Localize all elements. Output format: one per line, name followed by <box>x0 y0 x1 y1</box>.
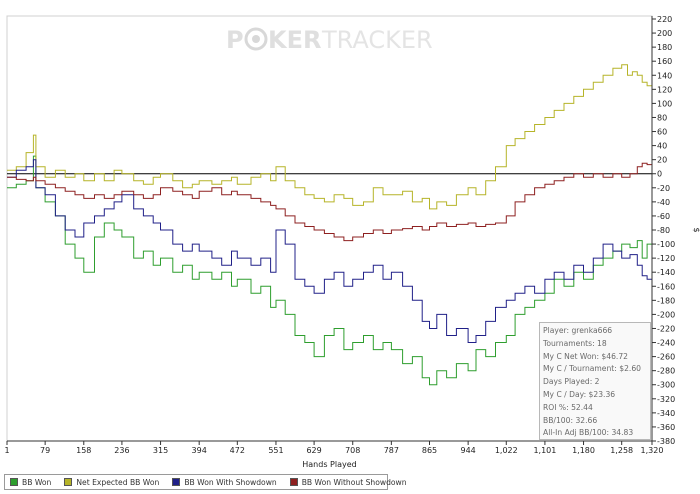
y-tick-label: -200 <box>657 310 675 319</box>
y-tick-label: 60 <box>657 128 667 137</box>
y-tick-label: -360 <box>657 423 675 432</box>
x-tick-label: 315 <box>153 446 168 455</box>
y-tick-label: 220 <box>657 15 672 24</box>
y-tick-label: -40 <box>657 198 670 207</box>
x-tick-label: 158 <box>76 446 91 455</box>
x-tick-label: 787 <box>384 446 399 455</box>
x-tick-label: 1 <box>4 446 9 455</box>
legend-swatch <box>172 478 181 486</box>
y-tick-label: 0 <box>657 170 662 179</box>
y-tick-label: -140 <box>657 268 675 277</box>
y-tick-label: 180 <box>657 43 672 52</box>
x-tick-label: 394 <box>192 446 207 455</box>
x-tick-label: 944 <box>460 446 475 455</box>
x-tick-label: 629 <box>306 446 321 455</box>
series-line-bb-won-with-showdown <box>7 159 653 343</box>
legend-swatch <box>10 478 18 486</box>
axis-layer: 220200180160140120100806040200-20-40-60-… <box>4 15 700 469</box>
stat-per-tournament: My C / Tournament: $2.60 <box>543 364 641 374</box>
y-tick-label: -60 <box>657 212 670 221</box>
x-tick-label: 1,258 <box>610 446 633 455</box>
legend-label: BB Won With Showdown <box>184 477 277 487</box>
x-tick-label: 551 <box>268 446 283 455</box>
y-tick-label: 40 <box>657 142 667 151</box>
y-tick-label: -20 <box>657 184 670 193</box>
poker-results-chart: P KER TRACKER 22020018016014012010080604… <box>4 15 700 469</box>
x-tick-label: 472 <box>230 446 245 455</box>
legend-item-net-expected-bb-won[interactable]: Net Expected BB Won <box>64 478 159 487</box>
legend-label: Net Expected BB Won <box>76 477 160 487</box>
legend-item-bb-won-with-showdown[interactable]: BB Won With Showdown <box>172 477 277 487</box>
y-tick-label: -120 <box>657 254 675 263</box>
stat-days-played: Days Played: 2 <box>543 377 600 387</box>
series-line-net-expected-bb-won <box>7 64 653 210</box>
legend-swatch <box>64 478 73 486</box>
poker-chip-icon <box>244 27 268 51</box>
y-tick-label: 160 <box>657 57 672 66</box>
x-tick-label: 1,101 <box>533 446 556 455</box>
y-tick-label: -320 <box>657 395 675 404</box>
legend-swatch <box>289 478 298 486</box>
y-axis-title: $ <box>692 227 700 232</box>
chart-legend: BB Won Net Expected BB Won BB Won With S… <box>4 474 407 490</box>
x-tick-label: 1,180 <box>572 446 595 455</box>
y-tick-label: -80 <box>657 226 670 235</box>
y-tick-label: -100 <box>657 240 675 249</box>
y-tick-label: 20 <box>657 156 667 165</box>
stat-player: Player: grenka666 <box>543 326 613 335</box>
x-tick-label: 1,022 <box>495 446 518 455</box>
series-line-bb-won-without-showdown <box>7 162 653 242</box>
watermark-text-ker: KER <box>268 26 321 54</box>
y-tick-label: -380 <box>657 437 675 446</box>
x-tick-label: 1,320 <box>641 446 664 455</box>
x-tick-label: 865 <box>422 446 437 455</box>
watermark-text-p: P <box>226 26 244 54</box>
stat-per-day: My C / Day: $23.36 <box>543 389 616 399</box>
stat-bb-100: BB/100: 32.66 <box>543 415 598 425</box>
stat-net-won: My C Net Won: $46.72 <box>543 351 628 361</box>
series-layer <box>7 64 653 386</box>
y-tick-label: 140 <box>657 71 672 80</box>
watermark-text-tracker: TRACKER <box>321 26 433 54</box>
stat-roi: ROI %: 52.44 <box>543 402 593 412</box>
legend-item-bb-won-without-showdown[interactable]: BB Won Without Showdown <box>289 477 407 487</box>
y-tick-label: -280 <box>657 367 675 376</box>
legend-label: BB Won <box>22 477 52 487</box>
y-tick-label: -180 <box>657 296 675 305</box>
legend-label: BB Won Without Showdown <box>301 477 407 487</box>
y-tick-label: -260 <box>657 353 675 362</box>
series-line-bb-won <box>7 155 653 386</box>
x-tick-label: 79 <box>40 446 50 455</box>
y-tick-label: 120 <box>657 85 672 94</box>
y-tick-label: -160 <box>657 282 675 291</box>
y-tick-label: -240 <box>657 339 675 348</box>
x-tick-label: 236 <box>114 446 129 455</box>
y-tick-label: -340 <box>657 409 675 418</box>
y-tick-label: 100 <box>657 99 672 108</box>
y-tick-label: 200 <box>657 29 672 38</box>
x-axis-title: Hands Played <box>302 460 356 469</box>
poker-tracker-watermark: P KER TRACKER <box>226 26 433 54</box>
stat-allin-adj-bb-100: All-In Adj BB/100: 34.83 <box>543 428 634 438</box>
legend-item-bb-won[interactable]: BB Won <box>10 478 51 487</box>
player-stats-box: Player: grenka666 Tournaments: 18 My C N… <box>539 322 651 440</box>
y-tick-label: -220 <box>657 324 675 333</box>
y-tick-label: -300 <box>657 381 675 390</box>
x-tick-label: 708 <box>345 446 360 455</box>
y-tick-label: 80 <box>657 113 667 122</box>
stat-tournaments: Tournaments: 18 <box>543 338 607 348</box>
